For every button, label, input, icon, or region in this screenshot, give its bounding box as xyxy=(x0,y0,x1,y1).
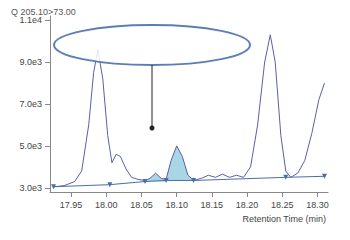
svg-text:18.20: 18.20 xyxy=(236,200,259,210)
svg-text:5.0e3: 5.0e3 xyxy=(19,141,42,151)
svg-text:18.25: 18.25 xyxy=(271,200,294,210)
svg-text:Retention Time (min): Retention Time (min) xyxy=(242,214,326,224)
svg-text:3.0e3: 3.0e3 xyxy=(19,183,42,193)
svg-text:18.05: 18.05 xyxy=(130,200,153,210)
svg-text:18.15: 18.15 xyxy=(201,200,224,210)
svg-text:17.95: 17.95 xyxy=(60,200,83,210)
svg-text:Q 205.10>73.00: Q 205.10>73.00 xyxy=(11,7,76,17)
svg-text:9.0e3: 9.0e3 xyxy=(19,57,42,67)
svg-text:7.0e3: 7.0e3 xyxy=(19,99,42,109)
svg-text:18.10: 18.10 xyxy=(165,200,188,210)
svg-text:18.00: 18.00 xyxy=(95,200,118,210)
svg-text:1.1e4: 1.1e4 xyxy=(19,15,42,25)
svg-text:18.30: 18.30 xyxy=(306,200,329,210)
